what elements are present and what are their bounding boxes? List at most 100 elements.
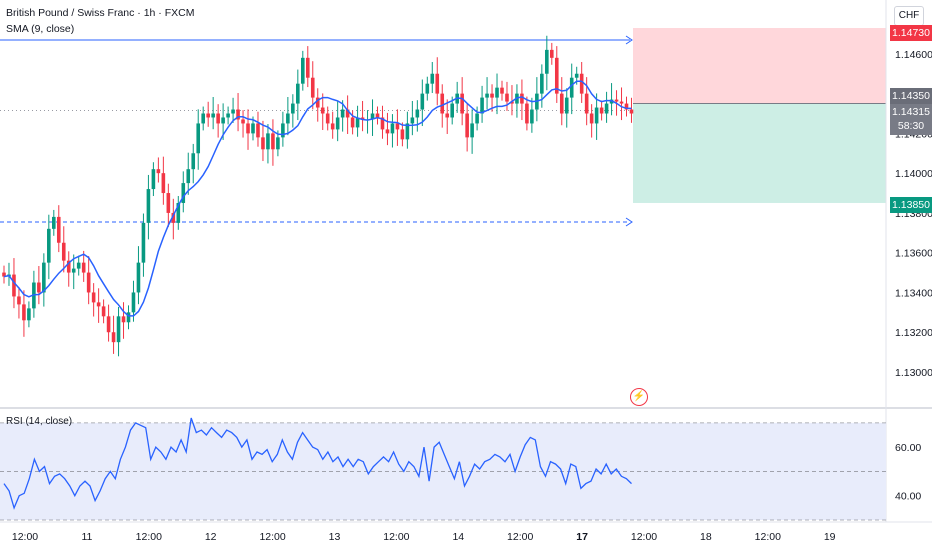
sma-legend[interactable]: SMA (9, close) (6, 23, 75, 35)
candle-body (445, 113, 450, 118)
time-tick-label: 12:00 (507, 531, 533, 543)
candle (176, 196, 181, 230)
candle (475, 106, 479, 131)
candle-body (569, 77, 574, 98)
candle-body (360, 117, 365, 120)
candle-body (251, 123, 255, 134)
rsi-legend[interactable]: RSI (14, close) (6, 416, 73, 427)
candle-body (599, 107, 604, 114)
candle (405, 111, 410, 149)
candle (380, 105, 385, 139)
time-tick-label: 11 (81, 531, 92, 543)
candle (365, 110, 370, 134)
candle (216, 104, 220, 138)
candle (22, 290, 26, 337)
candle (330, 111, 335, 139)
candle-body (624, 103, 629, 110)
candle-body (221, 117, 225, 124)
candle (256, 111, 260, 147)
candle (430, 62, 435, 94)
time-axis[interactable]: 12:00 11 12:00 12 12:00 13 12:00 14 12:00 17 12:00… (12, 531, 836, 543)
candle (47, 214, 51, 280)
candle (554, 46, 559, 103)
candle-body (355, 117, 360, 128)
candle (505, 81, 509, 111)
candle-body (490, 93, 494, 98)
time-tick-label: 18 (700, 531, 712, 543)
candle (599, 100, 604, 121)
candle-body (435, 73, 440, 94)
candle (579, 62, 584, 103)
lightning-icon[interactable]: ⚡ (630, 388, 648, 406)
candle (370, 99, 375, 136)
entry-price-tag: 1.14350 (890, 88, 932, 104)
time-tick-label: 12:00 (259, 531, 285, 543)
candle-body (579, 73, 584, 94)
candle-body (131, 292, 136, 313)
symbol-title[interactable]: British Pound / Swiss Franc · 1h · FXCM (6, 7, 195, 19)
candle (266, 124, 270, 164)
drawn-levels[interactable] (0, 35, 633, 227)
candle-body (271, 133, 275, 150)
candle (281, 111, 285, 147)
price-tick-label: 1.14000 (895, 168, 932, 180)
candle (201, 106, 205, 131)
candle-body (574, 73, 579, 78)
candle (206, 101, 210, 127)
candle-body (609, 99, 614, 104)
candle-body (226, 113, 230, 118)
candle-body (485, 93, 489, 98)
candle (86, 256, 91, 305)
position-tool[interactable] (633, 28, 886, 203)
candle (56, 205, 61, 253)
candle-body (37, 282, 41, 293)
candle (535, 77, 539, 122)
resistance-arrow (625, 35, 633, 45)
candle (320, 93, 325, 131)
candle (425, 76, 430, 101)
candle-body (510, 101, 514, 104)
candle (166, 183, 171, 228)
candle (375, 106, 380, 125)
candle-body (390, 123, 395, 134)
candle (445, 99, 450, 134)
candle (296, 69, 300, 121)
candle-body (86, 272, 91, 293)
candle (480, 85, 484, 123)
candle (564, 88, 569, 128)
candle-body (52, 216, 56, 229)
time-tick-label: 17 (576, 531, 588, 543)
candle-body (545, 49, 549, 74)
candle-body (291, 103, 295, 114)
candle-body (500, 87, 504, 94)
candle-body (231, 109, 235, 114)
price-tick-label: 1.13600 (895, 248, 932, 260)
time-tick-label: 12:00 (755, 531, 781, 543)
candle (345, 95, 350, 134)
currency-button[interactable]: CHF (894, 6, 924, 26)
candle (629, 97, 634, 123)
candle (66, 251, 71, 287)
candle (156, 157, 161, 183)
time-tick-label: 12:00 (631, 531, 657, 543)
candle-body (246, 123, 250, 134)
candle (261, 120, 265, 162)
candle (96, 288, 101, 323)
candle (61, 226, 66, 273)
candle-body (196, 123, 201, 154)
candle (116, 306, 121, 357)
candle-body (12, 274, 16, 297)
candle-body (345, 109, 350, 118)
price-tick-label: 1.13400 (895, 287, 932, 299)
rsi-tick-label: 60.00 (895, 442, 921, 454)
candle-body (236, 109, 240, 120)
candle-body (261, 137, 265, 150)
candle (470, 109, 474, 154)
candle (52, 209, 56, 236)
candle-body (564, 97, 569, 114)
candlestick-series (2, 35, 634, 357)
candle (151, 162, 156, 197)
time-tick-label: 14 (452, 531, 464, 543)
candle-body (141, 222, 146, 263)
